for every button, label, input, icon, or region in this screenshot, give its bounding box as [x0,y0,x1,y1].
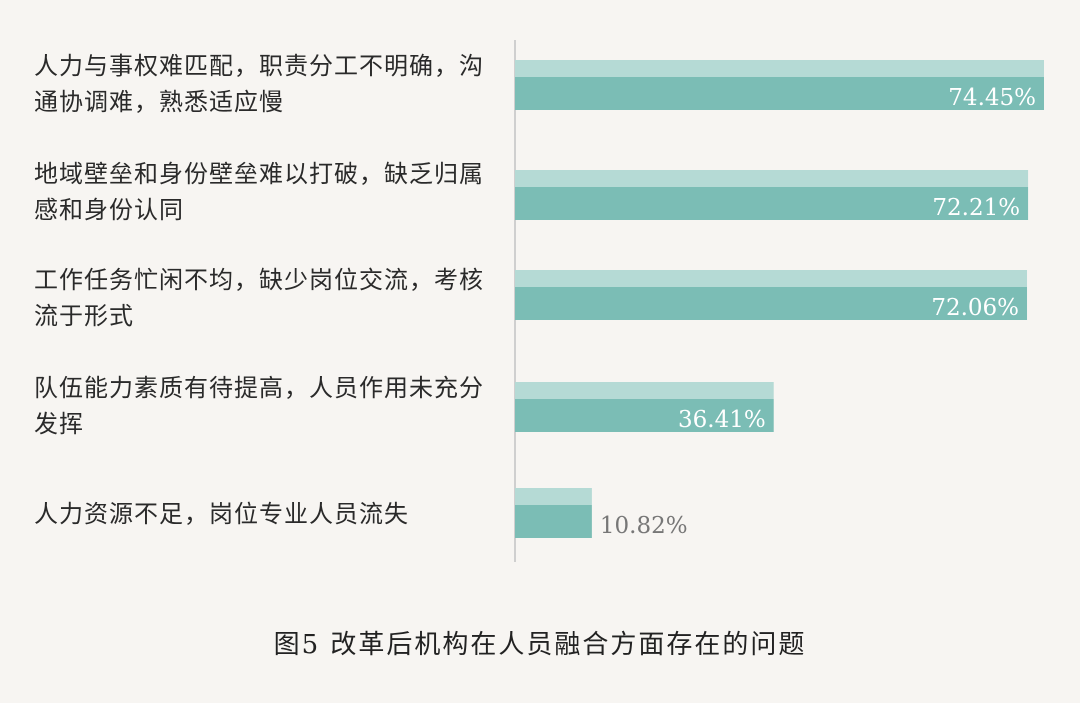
bar-highlight [515,60,1044,77]
data-label: 74.45% [948,85,1036,111]
data-label: 72.06% [931,295,1019,321]
bar [515,399,774,432]
bar [515,505,592,538]
category-label: 人力与事权难匹配，职责分工不明确，沟通协调难，熟悉适应慢 [34,52,484,116]
category-label: 工作任务忙闲不均，缺少岗位交流，考核流于形式 [34,266,484,330]
bar-highlight [515,382,774,399]
bar [515,77,1044,110]
data-label: 72.21% [932,195,1020,221]
data-label: 36.41% [678,407,766,433]
data-label: 10.82% [600,513,688,539]
bar-highlight [515,270,1028,287]
bar [515,187,1029,220]
category-label: 人力资源不足，岗位专业人员流失 [34,500,409,528]
category-label: 地域壁垒和身份壁垒难以打破，缺乏归属感和身份认同 [34,160,484,224]
bar [515,287,1028,320]
category-label: 队伍能力素质有待提高，人员作用未充分发挥 [34,374,484,438]
chart-title: 图5 改革后机构在人员融合方面存在的问题 [273,630,807,660]
bar-highlight [515,488,592,505]
bar-highlight [515,170,1029,187]
